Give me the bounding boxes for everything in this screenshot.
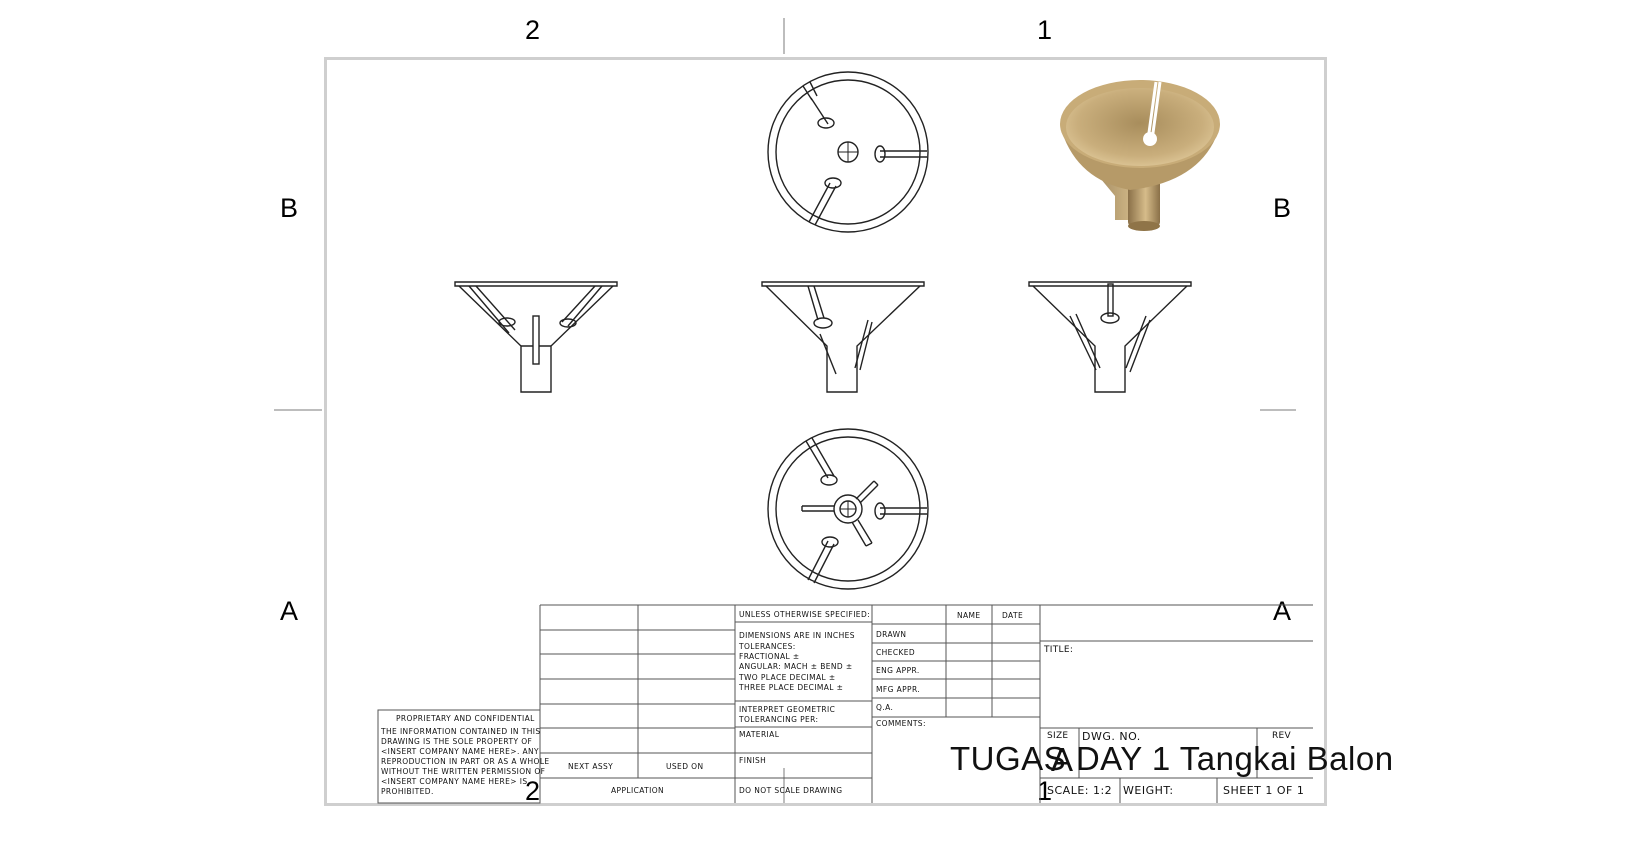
zone-left-b: B [280, 193, 299, 223]
zone-right-a: A [1273, 596, 1292, 626]
zone-bottom-1: 1 [1037, 776, 1053, 806]
title-block-lines [377, 604, 1313, 804]
weight-label: WEIGHT: [1123, 784, 1174, 797]
zone-bottom-2: 2 [525, 776, 541, 806]
proprietary-line: <INSERT COMPANY NAME HERE>. ANY [381, 747, 540, 756]
drawing-number: TUGAS DAY 1 Tangkai Balon [950, 740, 1394, 777]
drawing-frame [324, 57, 1327, 806]
proprietary-line: PROHIBITED. [381, 787, 434, 796]
tolerancing-label: TOLERANCING PER: [739, 715, 819, 724]
isometric-render [1060, 80, 1220, 231]
next-assy-label: NEXT ASSY [568, 762, 614, 771]
zone-top-2: 2 [525, 15, 541, 45]
drawn-label: DRAWN [876, 630, 907, 639]
left-side-view [454, 281, 618, 393]
checked-label: CHECKED [876, 648, 916, 657]
zone-left-a: A [280, 596, 299, 626]
finish-label: FINISH [739, 756, 767, 765]
comments-label: COMMENTS: [876, 719, 926, 728]
proprietary-line: <INSERT COMPANY NAME HERE> IS [381, 777, 528, 786]
size-value: A [1051, 741, 1074, 778]
sheet-label: SHEET 1 OF 1 [1223, 784, 1305, 797]
zone-top-1: 1 [1037, 15, 1053, 45]
zone-tick-top [783, 18, 785, 54]
zone-tick-left [274, 409, 322, 411]
proprietary-heading: PROPRIETARY AND CONFIDENTIAL [396, 714, 535, 723]
angular-label: ANGULAR: MACH ± BEND ± [739, 662, 853, 671]
material-label: MATERIAL [739, 730, 780, 739]
rev-label: REV [1272, 731, 1291, 741]
qa-label: Q.A. [876, 703, 894, 712]
eng-appr-label: ENG APPR. [876, 666, 920, 675]
right-side-view [1028, 281, 1192, 393]
title-label: TITLE: [1044, 645, 1074, 655]
front-view [761, 281, 925, 393]
size-label: SIZE [1047, 731, 1069, 741]
zone-tick-bottom [783, 768, 785, 804]
zone-tick-right [1260, 409, 1296, 411]
interpret-label: INTERPRET GEOMETRIC [739, 705, 836, 714]
proprietary-line: REPRODUCTION IN PART OR AS A WHOLE [381, 757, 550, 766]
zone-right-b: B [1273, 193, 1292, 223]
dimensions-label: DIMENSIONS ARE IN INCHES [739, 631, 855, 640]
do-not-scale-label: DO NOT SCALE DRAWING [739, 786, 843, 795]
top-view [767, 71, 929, 233]
used-on-label: USED ON [666, 762, 704, 771]
bottom-view [767, 428, 929, 590]
mfg-appr-label: MFG APPR. [876, 685, 921, 694]
date-header: DATE [1002, 611, 1024, 620]
three-place-label: THREE PLACE DECIMAL ± [739, 683, 844, 692]
proprietary-line: THE INFORMATION CONTAINED IN THIS [381, 727, 541, 736]
two-place-label: TWO PLACE DECIMAL ± [739, 673, 836, 682]
fractional-label: FRACTIONAL ± [739, 652, 800, 661]
application-label: APPLICATION [611, 786, 665, 795]
name-header: NAME [957, 611, 981, 620]
scale-label: SCALE: 1:2 [1047, 784, 1113, 797]
proprietary-line: WITHOUT THE WRITTEN PERMISSION OF [381, 767, 546, 776]
unless-label: UNLESS OTHERWISE SPECIFIED: [739, 610, 871, 619]
proprietary-line: DRAWING IS THE SOLE PROPERTY OF [381, 737, 533, 746]
tolerances-label: TOLERANCES: [739, 642, 796, 651]
dwg-no-label: DWG. NO. [1082, 730, 1141, 743]
